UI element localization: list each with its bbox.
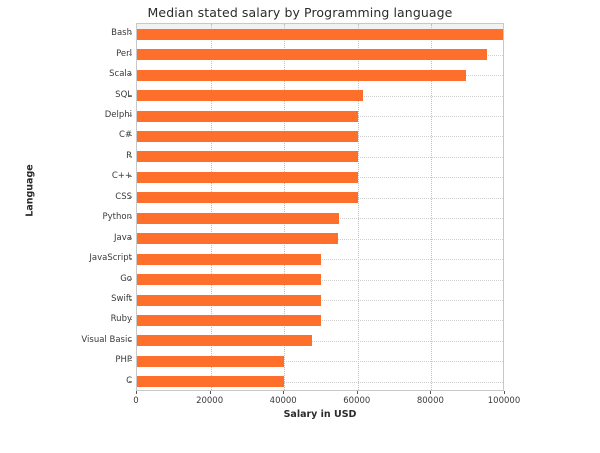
chart-title: Median stated salary by Programming lang… <box>147 5 453 20</box>
y-tick-mark <box>129 299 132 300</box>
y-tick-label: C# <box>118 130 132 141</box>
x-tick-label: 60000 <box>343 396 371 406</box>
bar <box>137 69 467 81</box>
bar <box>137 294 321 306</box>
x-tick-label: 20000 <box>196 396 224 406</box>
x-tick-label: 0 <box>133 396 139 406</box>
y-tick-mark <box>129 380 132 382</box>
bar <box>137 233 338 245</box>
bar <box>137 192 358 204</box>
y-tick-label: CSS <box>115 191 132 202</box>
y-tick-mark <box>129 196 132 198</box>
x-tick-mark <box>430 391 432 394</box>
y-tick-mark <box>129 237 132 239</box>
bar <box>137 212 339 224</box>
y-tick-label: SQL <box>115 89 132 100</box>
bar <box>137 110 358 122</box>
y-tick-label: Bash <box>111 28 132 39</box>
gridline-vertical <box>431 24 433 390</box>
gridline-horizontal <box>137 361 503 363</box>
bar <box>137 28 503 40</box>
x-tick-mark <box>209 391 211 394</box>
x-tick-mark <box>136 391 137 394</box>
gridline-vertical <box>210 24 212 390</box>
x-tick-mark <box>504 391 505 394</box>
bar <box>137 130 358 142</box>
x-tick-mark <box>356 391 358 394</box>
y-tick-mark <box>129 176 132 178</box>
y-tick-label: Perl <box>116 48 132 59</box>
plot-area <box>136 23 504 391</box>
x-tick-mark <box>283 391 285 394</box>
plot-inner <box>137 24 503 390</box>
gridline-horizontal <box>137 381 503 383</box>
y-tick-mark <box>129 278 132 280</box>
plot-top-band <box>137 24 503 30</box>
y-tick-mark <box>129 53 132 55</box>
gridline-horizontal <box>137 340 503 342</box>
y-tick-mark <box>129 135 132 137</box>
bar <box>137 253 321 265</box>
bar <box>137 171 358 183</box>
y-axis-ticks: Bash Perl Scala SQL Delphi C# R C++ CSS Python Jav… <box>0 23 132 391</box>
y-axis-label: Language <box>24 164 36 217</box>
y-tick-mark <box>129 155 132 157</box>
y-tick-mark <box>129 115 132 116</box>
bar <box>137 314 321 326</box>
bar <box>137 274 321 286</box>
x-axis-label: Salary in USD <box>283 409 357 420</box>
y-tick-label: Go <box>120 273 132 284</box>
y-tick-mark <box>129 360 132 362</box>
bar <box>137 49 487 61</box>
y-tick-label: Visual Basic <box>81 334 132 345</box>
bar <box>137 335 312 347</box>
gridline-vertical <box>284 24 286 390</box>
y-tick-mark <box>129 339 132 341</box>
y-tick-label: Java <box>114 232 132 243</box>
y-tick-label: Python <box>102 212 132 223</box>
y-tick-mark <box>129 319 132 321</box>
x-tick-label: 100000 <box>487 396 521 406</box>
bar <box>137 90 364 102</box>
y-tick-label: PHP <box>115 355 132 366</box>
bar <box>137 376 285 388</box>
y-tick-mark <box>129 74 132 76</box>
y-tick-label: Swift <box>111 294 132 304</box>
y-tick-mark <box>129 217 132 219</box>
bar <box>137 151 358 163</box>
y-tick-label: Ruby <box>110 314 132 325</box>
x-tick-label: 80000 <box>416 396 444 406</box>
bar <box>137 355 285 367</box>
y-tick-mark <box>129 94 132 96</box>
y-tick-label: JavaScript <box>89 253 132 264</box>
y-tick-mark <box>129 258 132 260</box>
y-tick-label: Scala <box>109 69 132 80</box>
x-tick-label: 40000 <box>269 396 297 406</box>
y-tick-label: C++ <box>111 171 132 182</box>
gridline-vertical <box>357 24 359 390</box>
y-tick-label: Delphi <box>104 110 132 120</box>
y-tick-mark <box>129 33 132 35</box>
